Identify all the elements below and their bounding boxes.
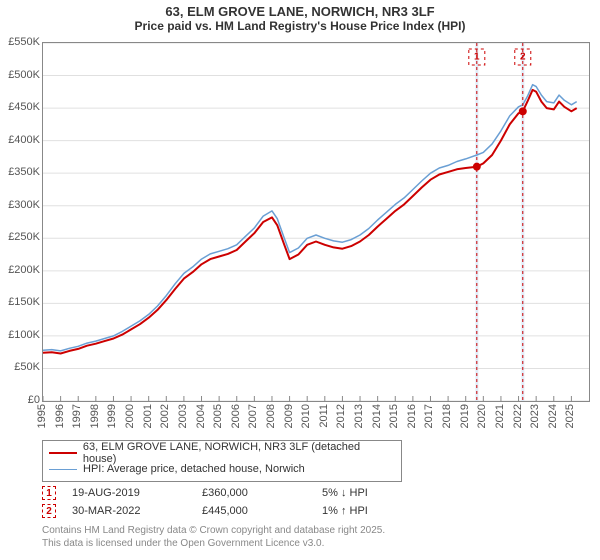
x-tick-label: 2010 xyxy=(300,404,312,428)
sales-table: 1 19-AUG-2019 £360,000 5% ↓ HPI 2 30-MAR… xyxy=(42,484,422,520)
footer-line2: This data is licensed under the Open Gov… xyxy=(42,537,385,550)
x-tick-label: 2012 xyxy=(335,404,347,428)
chart-plot-area: 12 xyxy=(42,42,590,402)
sales-row-1: 2 30-MAR-2022 £445,000 1% ↑ HPI xyxy=(42,502,422,520)
x-tick-label: 1995 xyxy=(36,404,48,428)
legend-label-1: HPI: Average price, detached house, Norw… xyxy=(83,463,305,475)
legend-box: 63, ELM GROVE LANE, NORWICH, NR3 3LF (de… xyxy=(42,440,402,482)
x-tick-label: 2024 xyxy=(547,404,559,428)
chart-title-block: 63, ELM GROVE LANE, NORWICH, NR3 3LF Pri… xyxy=(0,0,600,33)
legend-swatch-0 xyxy=(49,452,77,454)
legend-label-0: 63, ELM GROVE LANE, NORWICH, NR3 3LF (de… xyxy=(83,441,395,465)
y-tick-label: £450K xyxy=(0,101,40,113)
x-tick-label: 2018 xyxy=(441,404,453,428)
legend-row-0: 63, ELM GROVE LANE, NORWICH, NR3 3LF (de… xyxy=(49,445,395,461)
x-tick-label: 2025 xyxy=(564,404,576,428)
y-tick-label: £500K xyxy=(0,69,40,81)
x-tick-label: 2014 xyxy=(371,404,383,428)
x-tick-label: 2020 xyxy=(476,404,488,428)
x-tick-label: 2002 xyxy=(159,404,171,428)
arrow-down-icon: ↓ xyxy=(341,487,347,499)
x-tick-label: 1996 xyxy=(54,404,66,428)
sale-delta-0: 5% ↓ HPI xyxy=(322,487,422,499)
y-tick-label: £400K xyxy=(0,134,40,146)
sale-price-1: £445,000 xyxy=(202,505,322,517)
x-tick-label: 2006 xyxy=(230,404,242,428)
sale-price-0: £360,000 xyxy=(202,487,322,499)
x-tick-label: 1998 xyxy=(89,404,101,428)
x-tick-label: 2008 xyxy=(265,404,277,428)
x-tick-label: 2016 xyxy=(406,404,418,428)
x-tick-label: 2000 xyxy=(124,404,136,428)
svg-text:2: 2 xyxy=(520,52,526,63)
y-tick-label: £300K xyxy=(0,199,40,211)
x-tick-label: 2011 xyxy=(318,404,330,428)
svg-text:1: 1 xyxy=(474,52,480,63)
x-tick-label: 2023 xyxy=(529,404,541,428)
y-tick-label: £350K xyxy=(0,166,40,178)
x-tick-label: 2003 xyxy=(177,404,189,428)
chart-title-line1: 63, ELM GROVE LANE, NORWICH, NR3 3LF xyxy=(0,4,600,19)
x-tick-label: 2022 xyxy=(512,404,524,428)
legend-swatch-1 xyxy=(49,469,77,470)
sale-date-0: 19-AUG-2019 xyxy=(72,487,202,499)
chart-svg: 12 xyxy=(43,43,589,401)
x-tick-label: 2013 xyxy=(353,404,365,428)
x-tick-label: 2009 xyxy=(283,404,295,428)
x-tick-label: 2004 xyxy=(195,404,207,428)
x-tick-label: 2001 xyxy=(142,404,154,428)
footer-attribution: Contains HM Land Registry data © Crown c… xyxy=(42,524,385,550)
x-tick-label: 2021 xyxy=(494,404,506,428)
sale-marker-0: 1 xyxy=(42,486,56,500)
sale-delta-1: 1% ↑ HPI xyxy=(322,505,422,517)
x-tick-label: 2019 xyxy=(459,404,471,428)
x-tick-label: 2005 xyxy=(212,404,224,428)
arrow-up-icon: ↑ xyxy=(341,505,347,517)
sale-date-1: 30-MAR-2022 xyxy=(72,505,202,517)
y-tick-label: £550K xyxy=(0,36,40,48)
y-tick-label: £0 xyxy=(0,394,40,406)
y-tick-label: £50K xyxy=(0,361,40,373)
x-tick-label: 2007 xyxy=(247,404,259,428)
y-tick-label: £100K xyxy=(0,329,40,341)
x-tick-label: 1997 xyxy=(71,404,83,428)
sales-row-0: 1 19-AUG-2019 £360,000 5% ↓ HPI xyxy=(42,484,422,502)
footer-line1: Contains HM Land Registry data © Crown c… xyxy=(42,524,385,537)
y-tick-label: £150K xyxy=(0,296,40,308)
sale-marker-1: 2 xyxy=(42,504,56,518)
y-tick-label: £200K xyxy=(0,264,40,276)
y-tick-label: £250K xyxy=(0,231,40,243)
x-tick-label: 1999 xyxy=(106,404,118,428)
chart-title-line2: Price paid vs. HM Land Registry's House … xyxy=(0,19,600,33)
x-tick-label: 2017 xyxy=(423,404,435,428)
x-tick-label: 2015 xyxy=(388,404,400,428)
